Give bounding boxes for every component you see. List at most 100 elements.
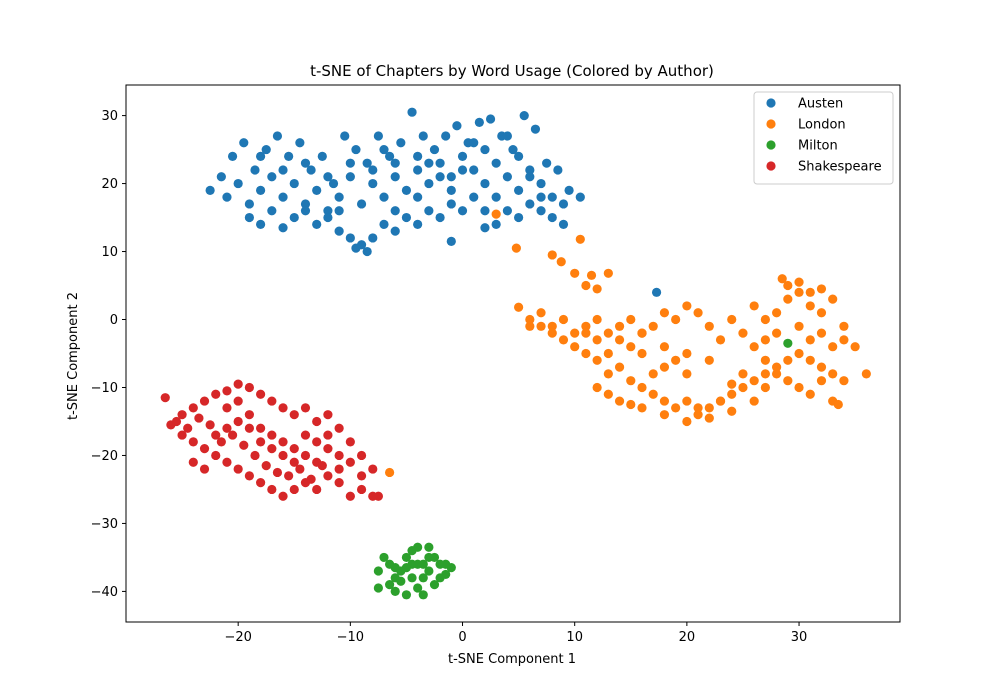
points-layer	[160, 107, 871, 600]
point-milton-8	[418, 573, 428, 583]
point-austen-95	[351, 243, 361, 253]
point-milton-31	[418, 559, 428, 569]
point-london-41	[693, 410, 703, 420]
point-london-27	[704, 321, 714, 331]
point-shakespeare-40	[211, 430, 221, 440]
point-austen-28	[519, 110, 529, 121]
point-austen-43	[323, 206, 333, 216]
point-milton-15	[390, 586, 400, 597]
point-london-50	[794, 348, 804, 359]
point-london-20	[626, 314, 636, 325]
point-london-6	[581, 280, 591, 291]
point-shakespeare-34	[334, 478, 344, 488]
point-shakespeare-30	[289, 484, 299, 495]
point-milton-22	[424, 552, 434, 563]
point-austen-68	[278, 223, 288, 233]
point-london-37	[648, 389, 658, 399]
point-london-79	[777, 274, 787, 284]
point-austen-74	[345, 233, 355, 243]
point-austen-98	[256, 151, 266, 161]
point-shakespeare-5	[222, 386, 232, 396]
point-london-97	[816, 376, 827, 386]
point-london-30	[570, 342, 580, 352]
point-shakespeare-2	[188, 403, 198, 413]
point-austen-82	[435, 212, 445, 223]
point-austen-93	[558, 219, 569, 229]
point-austen-67	[267, 206, 277, 216]
point-shakespeare-64	[356, 471, 367, 481]
point-london-5	[570, 268, 580, 278]
point-austen-103	[480, 178, 490, 189]
point-austen-45	[345, 172, 355, 182]
point-austen-119	[491, 192, 501, 202]
point-austen-62	[536, 178, 546, 189]
point-london-65	[704, 413, 714, 423]
point-london-14	[558, 314, 569, 325]
point-shakespeare-33	[323, 471, 333, 481]
point-austen-77	[379, 219, 389, 229]
point-austen-116	[390, 206, 400, 216]
y-tick-label-2: −20	[91, 449, 118, 464]
point-austen-88	[502, 206, 512, 216]
point-shakespeare-66	[183, 423, 193, 433]
point-london-116	[525, 314, 535, 325]
point-austen-106	[323, 172, 333, 182]
point-austen-18	[407, 107, 417, 117]
point-austen-15	[373, 131, 383, 141]
point-london-48	[772, 362, 782, 372]
point-shakespeare-78	[317, 461, 327, 471]
point-shakespeare-76	[295, 464, 305, 474]
point-london-34	[614, 362, 625, 372]
point-milton-25	[441, 559, 451, 569]
point-milton-17	[413, 583, 423, 593]
point-london-0	[491, 209, 501, 219]
point-london-120	[637, 328, 647, 338]
point-milton-9	[424, 566, 434, 576]
point-shakespeare-39	[199, 464, 210, 474]
point-shakespeare-69	[216, 437, 226, 447]
point-london-45	[738, 382, 748, 393]
point-shakespeare-22	[199, 444, 210, 454]
y-axis-title: t-SNE Component 2	[66, 292, 81, 420]
point-london-58	[603, 389, 613, 399]
y-tick-label-6: 20	[101, 177, 118, 192]
point-london-64	[693, 403, 703, 413]
point-austen-51	[413, 165, 423, 175]
point-austen-71	[312, 219, 322, 229]
point-shakespeare-13	[312, 416, 322, 427]
point-london-29	[727, 314, 737, 325]
point-austen-10	[317, 151, 327, 161]
point-austen-64	[558, 199, 569, 209]
y-tick-label-1: −30	[91, 517, 118, 532]
point-austen-37	[256, 185, 266, 195]
point-london-105	[659, 362, 670, 372]
point-london-96	[805, 389, 815, 399]
point-shakespeare-10	[278, 403, 288, 413]
point-shakespeare-54	[233, 396, 243, 406]
point-london-70	[749, 301, 759, 311]
point-london-66	[715, 396, 726, 406]
point-milton-27	[424, 542, 434, 552]
x-axis-title: t-SNE Component 1	[448, 652, 576, 667]
point-austen-16	[385, 151, 395, 161]
x-tick-label-2: 0	[458, 630, 466, 645]
point-austen-36	[244, 199, 254, 209]
point-milton-5	[401, 552, 412, 563]
point-london-57	[592, 382, 602, 393]
point-london-62	[659, 410, 670, 420]
point-london-114	[547, 328, 557, 338]
point-london-71	[760, 314, 770, 325]
point-london-33	[603, 369, 613, 379]
point-austen-24	[474, 117, 484, 127]
point-london-69	[760, 382, 770, 393]
point-austen-17	[396, 138, 406, 148]
point-shakespeare-1	[177, 410, 187, 420]
point-austen-60	[514, 151, 524, 161]
point-austen-53	[435, 158, 445, 168]
point-shakespeare-27	[256, 478, 266, 488]
point-london-113	[558, 335, 569, 345]
point-london-63	[682, 416, 692, 427]
point-london-32	[592, 355, 602, 365]
point-austen-69	[289, 212, 299, 223]
point-shakespeare-21	[188, 437, 198, 447]
